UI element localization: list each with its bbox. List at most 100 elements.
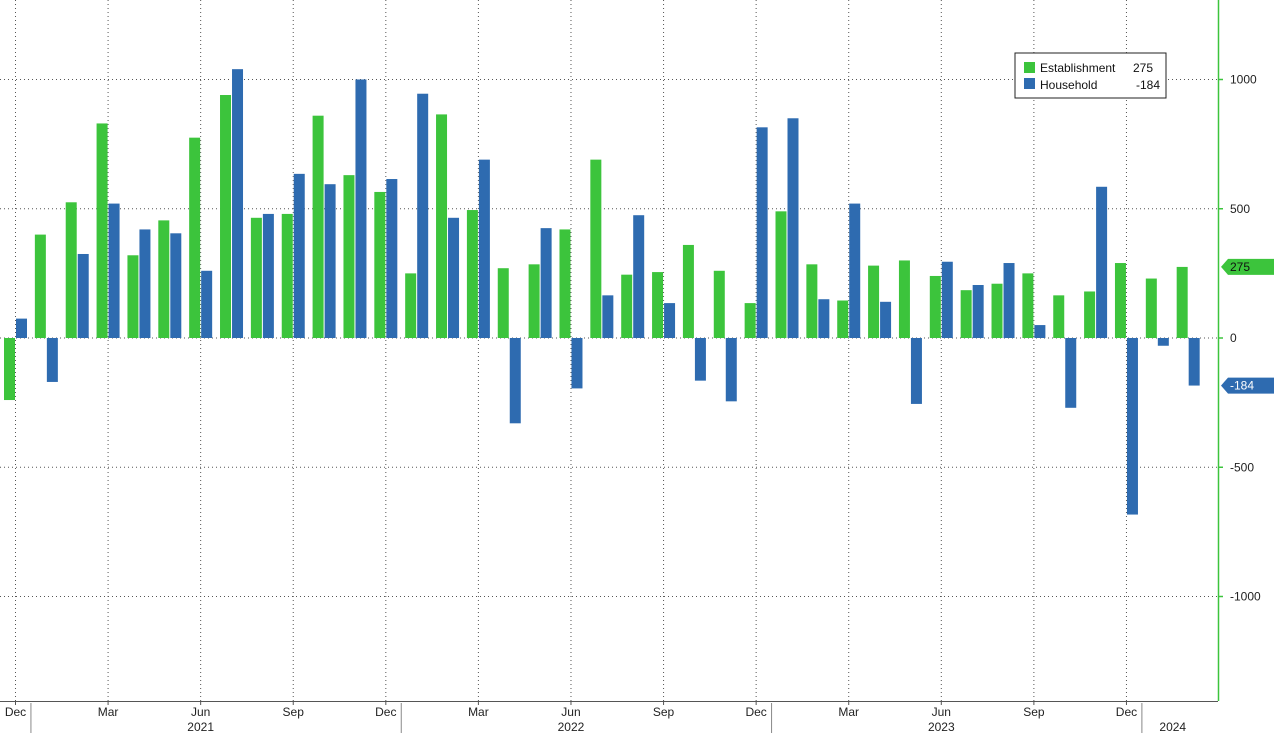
bar-household-3 (108, 203, 120, 338)
bar-household-22 (694, 338, 706, 381)
bar-household-38 (1188, 338, 1200, 386)
bar-household-29 (910, 338, 922, 404)
x-tick-label: Mar (468, 705, 489, 719)
legend-swatch-establishment (1024, 62, 1035, 73)
bar-household-24 (756, 127, 768, 338)
bar-establishment-32 (991, 283, 1003, 338)
bars (4, 69, 1200, 515)
bar-establishment-10 (312, 115, 324, 338)
bar-household-33 (1034, 325, 1046, 338)
y-tick-label: 1000 (1230, 73, 1257, 87)
bar-household-27 (849, 203, 861, 338)
bar-household-11 (355, 79, 367, 338)
bar-establishment-11 (343, 175, 355, 338)
bar-establishment-33 (1022, 273, 1034, 338)
bar-household-25 (787, 118, 799, 339)
bar-household-26 (818, 299, 830, 338)
bar-household-20 (633, 215, 645, 338)
bar-establishment-22 (682, 244, 694, 338)
bar-household-18 (571, 338, 583, 389)
bar-establishment-24 (744, 303, 756, 338)
bar-establishment-6 (189, 137, 201, 338)
year-label: 2022 (558, 720, 585, 733)
bar-household-0 (16, 318, 27, 338)
bar-establishment-5 (158, 220, 170, 338)
bar-household-28 (880, 301, 892, 338)
bar-establishment-7 (220, 95, 232, 338)
bar-establishment-14 (436, 114, 448, 339)
tag-value: 275 (1230, 260, 1250, 274)
bar-establishment-16 (497, 268, 509, 338)
bar-establishment-8 (250, 217, 262, 338)
y-tick-label: -1000 (1230, 590, 1261, 604)
tag-shape (1221, 377, 1274, 394)
bar-establishment-21 (652, 272, 664, 338)
bar-household-2 (77, 253, 89, 338)
bar-establishment-30 (929, 275, 941, 338)
bar-household-7 (232, 69, 244, 338)
bar-establishment-34 (1053, 295, 1065, 338)
bar-household-30 (941, 261, 953, 338)
bar-establishment-15 (466, 210, 478, 338)
bar-establishment-17 (528, 264, 540, 338)
legend-label-household: Household (1040, 78, 1097, 92)
bar-establishment-0 (4, 338, 15, 401)
x-tick-label: Dec (375, 705, 396, 719)
bar-establishment-38 (1176, 266, 1188, 338)
bar-household-9 (293, 173, 305, 338)
bar-establishment-23 (713, 270, 725, 338)
y-tick-label: -500 (1230, 460, 1254, 474)
x-tick-label: Mar (838, 705, 859, 719)
x-tick-label: Sep (283, 705, 305, 719)
bar-establishment-37 (1145, 278, 1157, 338)
bar-establishment-9 (281, 213, 293, 338)
x-tick-label: Dec (5, 705, 26, 719)
y-tick-label: 0 (1230, 331, 1237, 345)
legend-swatch-household (1024, 78, 1035, 89)
bar-establishment-3 (96, 123, 108, 338)
bar-household-16 (509, 338, 521, 424)
x-tick-label: Jun (932, 705, 951, 719)
bar-household-31 (972, 285, 984, 338)
bar-establishment-28 (868, 265, 880, 338)
bar-household-23 (725, 338, 737, 402)
bar-household-15 (478, 159, 490, 338)
x-tick-label: Sep (1023, 705, 1045, 719)
bar-establishment-12 (374, 191, 386, 338)
year-label: 2023 (928, 720, 955, 733)
bar-household-10 (324, 184, 336, 338)
bar-household-13 (417, 93, 429, 338)
x-tick-label: Sep (653, 705, 675, 719)
x-tick-label: Dec (745, 705, 766, 719)
y-tick-label: 500 (1230, 202, 1250, 216)
bar-household-37 (1157, 338, 1169, 346)
bar-household-21 (664, 303, 676, 338)
bar-household-8 (262, 213, 274, 338)
legend-label-establishment: Establishment (1040, 61, 1116, 75)
bar-establishment-20 (621, 274, 633, 338)
bar-establishment-25 (775, 211, 787, 338)
bar-household-4 (139, 229, 151, 338)
bar-household-12 (386, 179, 398, 338)
bar-household-14 (448, 217, 460, 338)
bar-establishment-13 (405, 273, 417, 338)
legend-value-household: -184 (1136, 78, 1160, 92)
bar-household-36 (1126, 338, 1138, 515)
x-tick-label: Dec (1116, 705, 1137, 719)
bar-household-6 (201, 270, 213, 338)
bar-household-17 (540, 228, 552, 338)
legend-box (1014, 52, 1167, 99)
tag-value: -184 (1230, 379, 1254, 393)
x-tick-label: Mar (98, 705, 119, 719)
bar-establishment-36 (1114, 263, 1126, 338)
last-value-tag-establishment: 275 (1221, 258, 1274, 275)
bar-establishment-4 (127, 255, 139, 338)
bar-establishment-19 (590, 159, 602, 338)
legend: Establishment 275 Household -184 (1014, 52, 1167, 99)
bar-establishment-18 (559, 229, 571, 338)
year-label: 2021 (187, 720, 214, 733)
x-tick-label: Jun (191, 705, 210, 719)
